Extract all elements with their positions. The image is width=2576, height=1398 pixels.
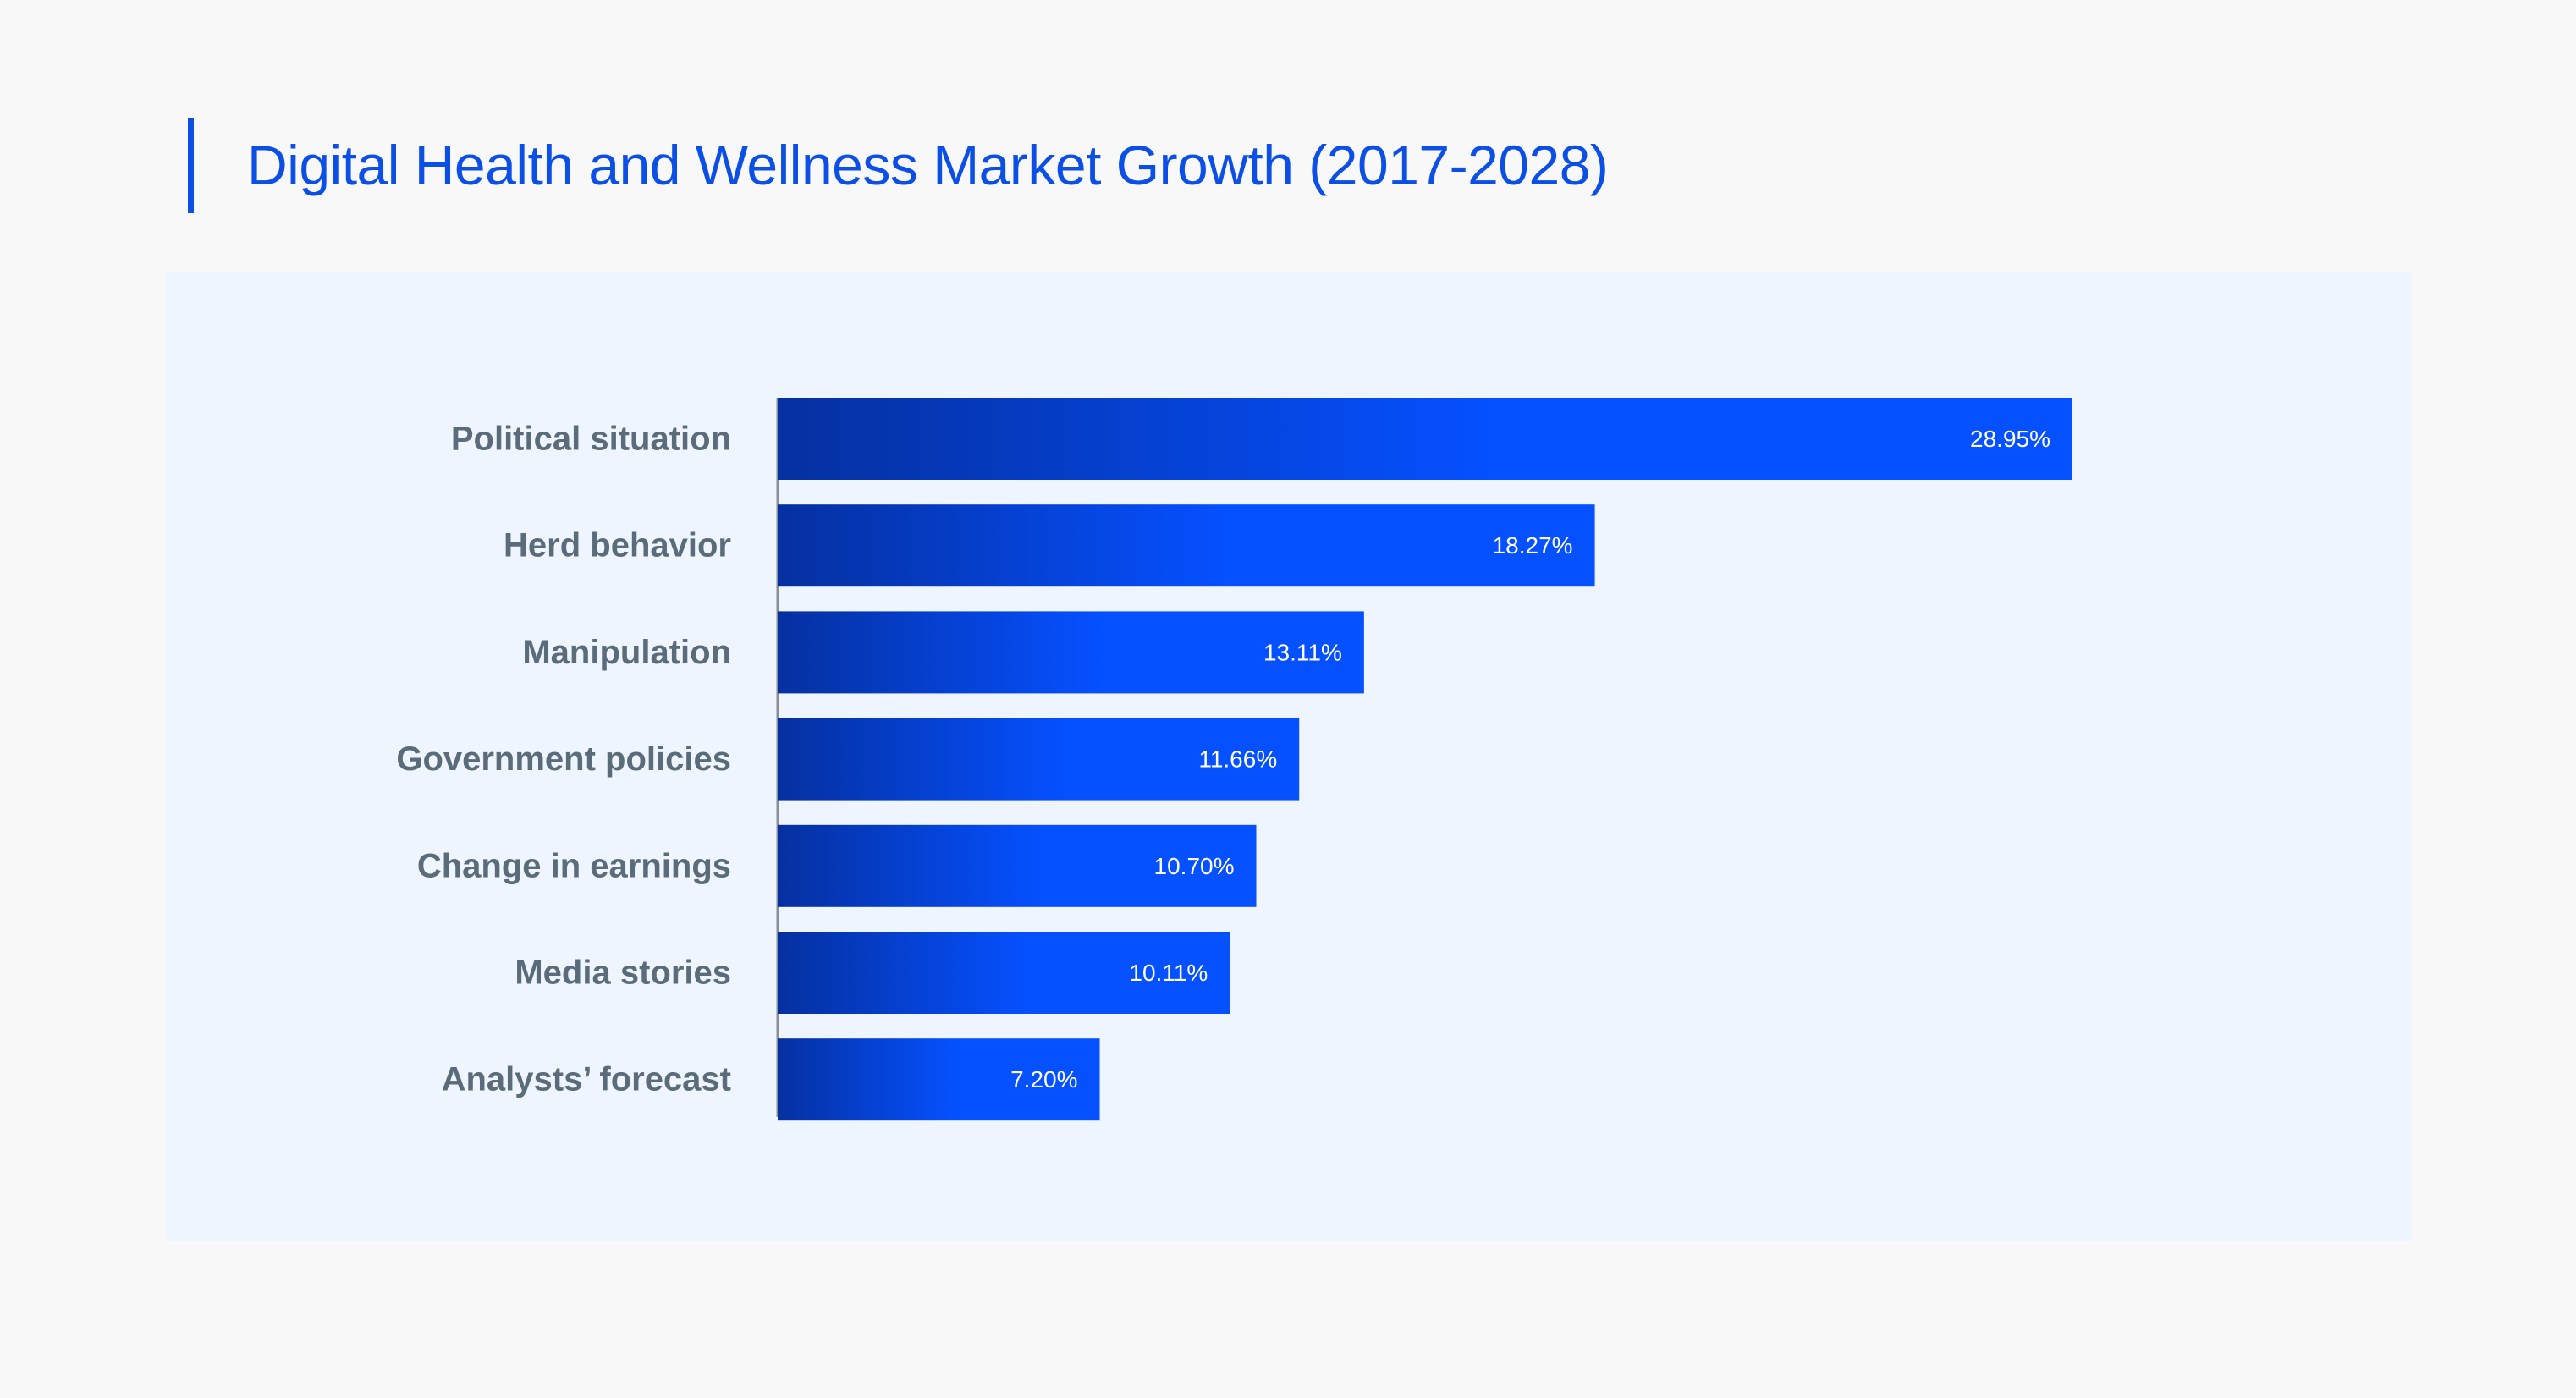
- bar: [778, 718, 1300, 801]
- category-label: Political situation: [451, 421, 731, 458]
- title-accent-bar: [188, 118, 194, 213]
- category-label: Media stories: [515, 955, 731, 992]
- bar: [778, 1038, 1100, 1121]
- chart-title: Digital Health and Wellness Market Growt…: [247, 134, 1609, 196]
- value-label: 28.95%: [1970, 426, 2050, 452]
- value-label: 10.70%: [1154, 853, 1235, 879]
- bar: [778, 824, 1257, 907]
- value-label: 7.20%: [1010, 1066, 1077, 1093]
- value-label: 18.27%: [1493, 532, 1573, 559]
- bar: [778, 932, 1230, 1014]
- bar: [778, 611, 1364, 694]
- category-label: Herd behavior: [504, 527, 731, 564]
- value-label: 13.11%: [1263, 639, 1342, 665]
- bar: [778, 398, 2072, 480]
- category-label: Manipulation: [522, 634, 731, 671]
- category-label: Change in earnings: [417, 847, 731, 884]
- category-label: Government policies: [396, 740, 731, 778]
- value-label: 10.11%: [1129, 960, 1208, 986]
- value-label: 11.66%: [1198, 746, 1277, 773]
- bar: [778, 504, 1595, 587]
- category-label: Analysts’ forecast: [442, 1061, 731, 1098]
